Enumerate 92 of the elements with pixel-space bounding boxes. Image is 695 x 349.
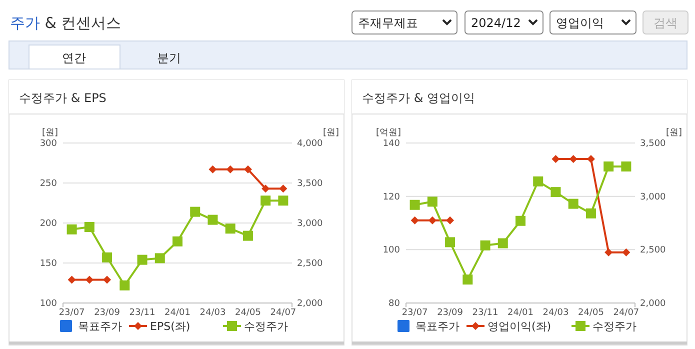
x-tick-label: 24/05: [578, 308, 604, 318]
text: 영업이익: [556, 16, 604, 30]
point: [225, 224, 236, 234]
x-tick-label: 24/01: [164, 308, 190, 318]
y2-tick-label: 3,000: [297, 219, 324, 229]
y2-tick-label: 2,500: [297, 259, 324, 269]
point: [462, 274, 473, 285]
point: [226, 165, 234, 174]
point: [446, 216, 454, 224]
x-tick-label: 24/03: [542, 308, 569, 318]
x-tick-label: 23/07: [58, 308, 85, 318]
chart-title: 수정주가 & 영업이익: [362, 91, 475, 105]
point: [621, 161, 632, 172]
y-tick-label: 250: [40, 179, 58, 189]
x-tick-label: 24/03: [200, 308, 226, 318]
point: [260, 196, 271, 206]
x-tick-label: 23/11: [129, 308, 156, 318]
point: [85, 276, 94, 284]
legend-label: 목표주가: [78, 320, 122, 333]
point: [208, 165, 217, 174]
y2-tick-label: 2,500: [640, 246, 666, 256]
point: [427, 196, 438, 207]
x-tick-label: 24/05: [234, 308, 261, 318]
y-tick-label: 150: [40, 259, 58, 269]
point: [604, 161, 614, 172]
y-axis-title: [원]: [42, 128, 58, 138]
point: [242, 230, 253, 241]
text: 주가 & 컨센서스: [10, 14, 122, 32]
point: [84, 222, 94, 232]
y-tick-label: 100: [40, 299, 58, 309]
point: [410, 200, 420, 210]
y-tick-label: 300: [40, 139, 58, 149]
point: [66, 224, 77, 234]
point: [445, 237, 456, 248]
chart-title: 수정주가 & EPS: [19, 91, 106, 105]
y2-tick-label: 3,500: [640, 139, 666, 149]
y-tick-label: 80: [388, 299, 400, 309]
point: [498, 238, 508, 248]
x-tick-label: 24/07: [270, 308, 296, 318]
point: [516, 216, 526, 226]
legend-label: 수정주가: [592, 320, 636, 333]
point: [604, 248, 613, 256]
x-tick-label: 24/07: [613, 308, 640, 318]
x-tick-label: 24/01: [508, 308, 534, 318]
point: [103, 276, 112, 284]
text: 2024/12: [471, 16, 521, 30]
x-tick-label: 23/11: [472, 308, 498, 318]
point: [480, 240, 490, 250]
point: [552, 155, 560, 163]
legend-label: 목표주가: [416, 320, 460, 333]
y-tick-label: 140: [382, 139, 400, 149]
text: 분기: [157, 51, 181, 65]
y2-tick-label: 3,000: [640, 192, 666, 202]
point: [68, 276, 76, 284]
y-tick-label: 200: [40, 219, 58, 229]
point: [208, 214, 218, 225]
y2-tick-label: 2,000: [297, 299, 324, 309]
legend-label: 수정주가: [244, 320, 288, 333]
point: [550, 187, 561, 198]
y-tick-label: 120: [382, 192, 400, 202]
y2-axis-title: [원]: [322, 128, 339, 138]
point: [154, 253, 165, 264]
x-tick-label: 23/09: [437, 308, 464, 318]
point: [172, 236, 182, 246]
text: 주재무제표: [358, 16, 418, 30]
y2-tick-label: 3,500: [297, 179, 324, 189]
point: [190, 206, 200, 217]
text: 연간: [62, 51, 86, 65]
y2-tick-label: 2,000: [640, 299, 666, 309]
point: [244, 165, 252, 174]
point: [278, 196, 288, 206]
y2-tick-label: 4,000: [297, 139, 324, 149]
point: [279, 184, 288, 193]
x-tick-label: 23/07: [402, 308, 428, 318]
point: [533, 176, 544, 186]
point: [410, 216, 419, 224]
point: [586, 208, 596, 218]
point: [102, 252, 112, 262]
text: 검색: [654, 16, 678, 30]
y-axis-title: [억원]: [376, 128, 401, 138]
x-tick-label: 23/09: [94, 308, 120, 318]
point: [428, 216, 436, 224]
legend-label: 영업이익(좌): [488, 320, 552, 333]
legend-label: EPS(좌): [150, 320, 190, 333]
point: [622, 248, 630, 256]
point: [569, 155, 578, 163]
point: [120, 280, 130, 290]
point: [262, 184, 270, 193]
point: [137, 254, 148, 265]
y-tick-label: 100: [382, 246, 400, 256]
y2-axis-title: [원]: [666, 128, 682, 138]
point: [568, 198, 578, 209]
